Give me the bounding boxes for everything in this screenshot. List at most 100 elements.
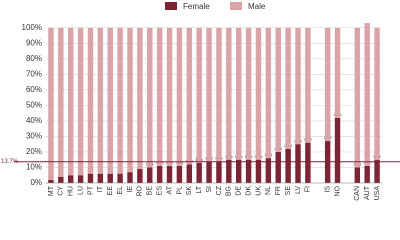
- bar: [265, 158, 272, 183]
- x-tick-label: UK: [255, 186, 262, 196]
- bar: [295, 27, 301, 145]
- bar: [285, 27, 291, 149]
- y-tick-label: 20%: [26, 147, 42, 156]
- y-tick-label: 60%: [26, 85, 42, 94]
- x-tick-label: NL: [265, 186, 272, 195]
- bar: [206, 161, 212, 183]
- x-tick-label: CZ: [216, 185, 223, 195]
- x-tick-label: EE: [107, 186, 114, 196]
- x-tick-label: NO: [334, 185, 341, 196]
- bar: [354, 167, 361, 183]
- x-tick-label: DE: [236, 186, 243, 196]
- bar: [305, 142, 311, 183]
- x-tick-label: RO: [137, 185, 144, 196]
- x-tick-label: IS: [324, 186, 331, 193]
- bar: [67, 27, 74, 176]
- bar: [127, 172, 133, 183]
- bar: [245, 27, 252, 160]
- y-tick-label: 0%: [30, 178, 42, 187]
- bar: [58, 176, 64, 183]
- bar: [147, 167, 153, 183]
- bar: [97, 27, 104, 174]
- bar: [305, 27, 311, 143]
- chart: 0% 10% 20% 30% 40% 50% 60% 70% 80% 90% 100% Female M…: [1, 2, 400, 201]
- bar: [235, 159, 242, 183]
- bar: [166, 165, 173, 183]
- bar: [137, 169, 143, 183]
- reference-label: 13.7%: [1, 159, 19, 165]
- bar: [166, 27, 173, 166]
- y-tick-label: 90%: [26, 38, 42, 47]
- bar: [364, 23, 370, 166]
- bar: [186, 27, 193, 165]
- bar: [265, 27, 272, 159]
- bar: [67, 175, 74, 183]
- x-tick-label: ES: [156, 186, 163, 196]
- bar: [87, 173, 94, 183]
- bar: [117, 173, 123, 183]
- x-tick-label: MT: [48, 185, 55, 196]
- bar: [206, 27, 212, 162]
- y-tick-label: 100%: [22, 23, 42, 32]
- bar: [295, 144, 301, 183]
- x-tick-label: FR: [275, 186, 282, 195]
- x-tick-label: DK: [245, 186, 252, 196]
- bar: [147, 27, 153, 168]
- bar: [285, 148, 291, 183]
- bar: [77, 27, 84, 176]
- bar: [354, 27, 361, 168]
- bar: [245, 159, 252, 183]
- page: 0% 10% 20% 30% 40% 50% 60% 70% 80% 90% 100% Female M…: [1, 2, 400, 201]
- bar: [364, 165, 370, 183]
- x-tick-label: AUT: [364, 185, 371, 200]
- bar: [107, 27, 113, 174]
- x-tick-label: BG: [226, 186, 233, 196]
- y-tick-label: 10%: [26, 163, 42, 172]
- bar: [334, 117, 341, 183]
- x-tick-label: CY: [58, 186, 65, 196]
- x-tick-label: LU: [77, 186, 84, 195]
- x-tick-label: CAN: [354, 186, 361, 201]
- legend-swatch: [230, 2, 242, 10]
- x-tick-label: LT: [196, 185, 203, 193]
- bar: [176, 27, 183, 166]
- legend-swatch: [165, 2, 177, 10]
- y-tick-label: 70%: [26, 69, 42, 78]
- bar: [87, 27, 94, 174]
- bar: [156, 165, 163, 183]
- y-tick-label: 30%: [26, 132, 42, 141]
- bar: [97, 173, 104, 183]
- bar: [58, 27, 64, 177]
- x-tick-label: PL: [176, 186, 183, 195]
- bar: [77, 175, 84, 183]
- bar: [48, 27, 54, 180]
- bar: [324, 27, 331, 142]
- x-tick-label: SE: [285, 186, 292, 196]
- x-tick-label: SK: [186, 186, 193, 196]
- x-tick-label: SI: [206, 186, 213, 193]
- bar: [127, 27, 133, 173]
- x-tick-label: EL: [117, 186, 124, 195]
- bar: [275, 151, 281, 183]
- legend-label: Male: [248, 2, 266, 11]
- bar: [255, 159, 262, 183]
- bar: [374, 27, 380, 160]
- y-tick-label: 40%: [26, 116, 42, 125]
- x-tick-label: PT: [87, 185, 94, 195]
- x-tick-label: AT: [166, 185, 173, 194]
- y-tick-label: 50%: [26, 100, 42, 109]
- x-tick-label: BE: [147, 186, 154, 196]
- bar: [137, 27, 143, 170]
- bar: [196, 162, 202, 183]
- x-tick-label: IT: [97, 185, 104, 192]
- bar: [374, 159, 380, 183]
- bar: [275, 27, 281, 152]
- bar: [216, 27, 222, 162]
- y-tick-label: 80%: [26, 54, 42, 63]
- x-tick-label: HU: [68, 186, 75, 196]
- bar: [226, 27, 232, 160]
- bar: [226, 159, 232, 183]
- legend-label: Female: [183, 2, 210, 11]
- bar: [196, 27, 202, 163]
- x-tick-label: LV: [295, 186, 302, 194]
